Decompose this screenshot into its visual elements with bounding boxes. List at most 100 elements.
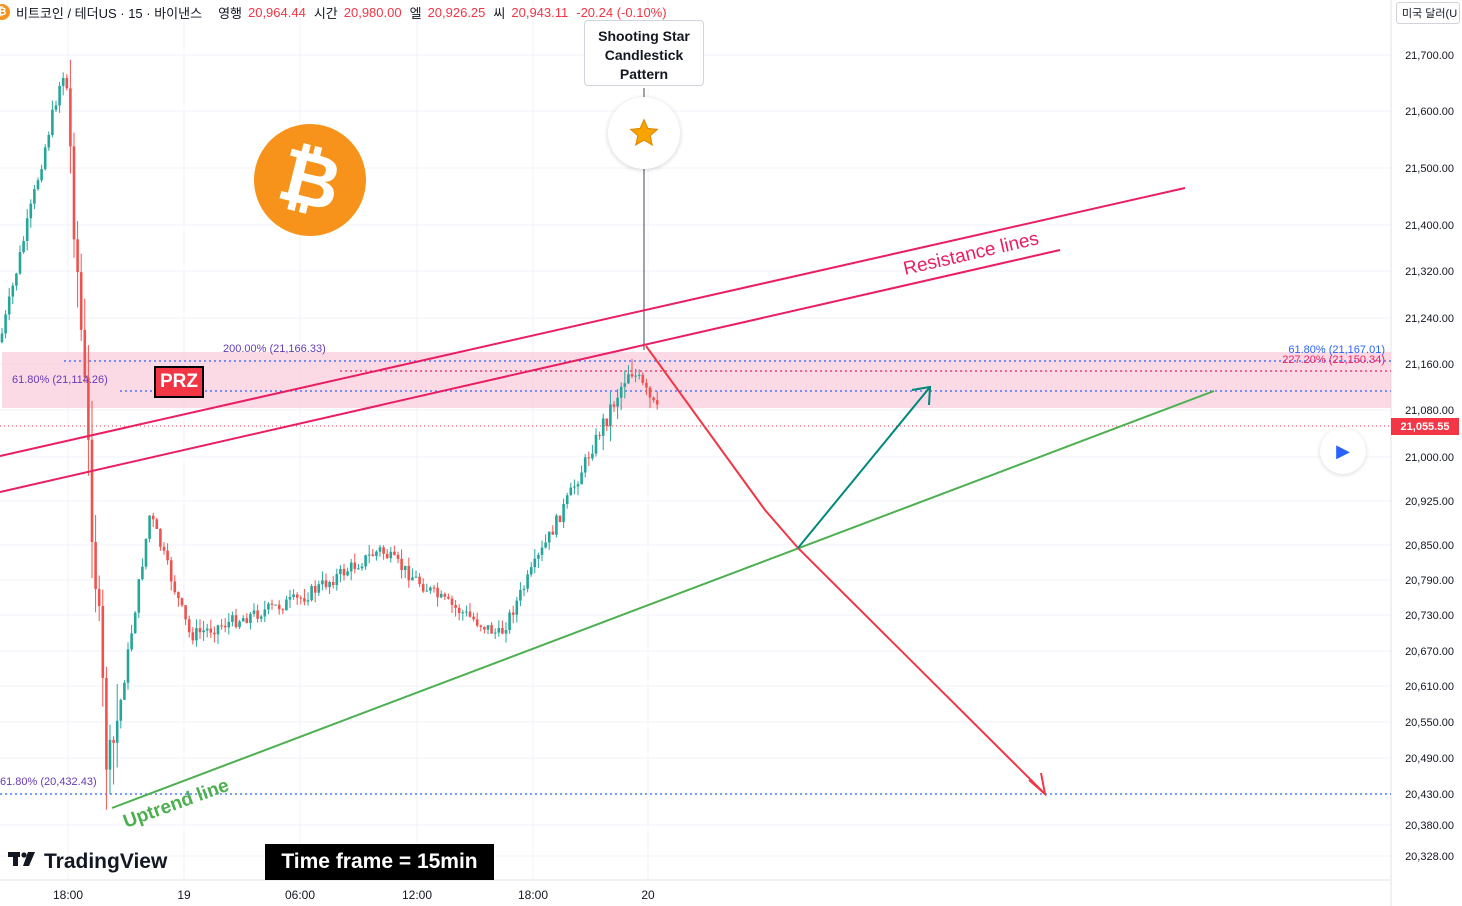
candle-body [389, 551, 393, 559]
candle-body [306, 600, 310, 602]
candle-body [105, 677, 108, 770]
tradingview-mark-icon [8, 850, 38, 874]
candle-body [450, 598, 454, 605]
candle-body [609, 404, 612, 427]
candle-body [493, 632, 497, 634]
candle-body [371, 554, 375, 556]
resistance-line-lower[interactable] [0, 249, 1061, 493]
candle-body [220, 625, 223, 627]
candle-body [227, 621, 231, 628]
time-tick-label: 18:00 [518, 888, 548, 902]
candle-body [583, 457, 587, 473]
candlestick-series [0, 59, 659, 810]
star-icon[interactable] [608, 97, 680, 169]
price-tick-label: 20,790.00 [1405, 575, 1454, 587]
candle-body [115, 720, 119, 743]
price-tick-label: 20,925.00 [1405, 496, 1454, 508]
fib-2272-right-label: 227.20% (21,150.34) [1282, 354, 1385, 366]
candle-body [331, 581, 335, 586]
candle-body [479, 625, 483, 628]
candle-body [594, 434, 598, 454]
candle-body [209, 628, 213, 633]
price-tick-label: 20,430.00 [1405, 789, 1454, 801]
candle-body [591, 453, 594, 459]
price-tick-label: 21,000.00 [1405, 452, 1454, 464]
shooting-star-callout[interactable]: Shooting Star Candlestick Pattern [584, 20, 704, 86]
open-value: 20,964.44 [247, 4, 306, 20]
candle-body [245, 618, 249, 624]
candle-body [213, 632, 216, 635]
candle-body [576, 484, 580, 487]
candle-body [529, 567, 533, 575]
candle-body [652, 397, 655, 401]
candle-body [443, 593, 447, 597]
candle-body [454, 604, 457, 608]
symbol-header: ₿ 비트코인 / 테더US · 15 · 바이낸스 영행 20,964.44 시간… [0, 0, 1390, 24]
symbol-title[interactable]: 비트코인 / 테더US · 15 · 바이낸스 [16, 5, 203, 21]
candle-body [123, 682, 126, 700]
candle-body [429, 587, 432, 591]
currency-selector[interactable]: 미국 달러(U [1396, 2, 1460, 24]
candle-body [0, 333, 4, 343]
price-tick-label: 20,328.00 [1405, 851, 1454, 863]
uptrend-line[interactable] [111, 390, 1215, 809]
candle-body [349, 562, 353, 572]
price-tick-label: 21,400.00 [1405, 220, 1454, 232]
candle-body [252, 610, 256, 614]
candle-body [72, 146, 76, 240]
candle-body [360, 566, 364, 569]
candle-body [36, 180, 40, 190]
candle-body [623, 383, 627, 387]
candle-body [490, 625, 493, 634]
candle-body [112, 739, 115, 743]
resistance-line-upper[interactable] [0, 187, 1186, 457]
candle-body [357, 568, 360, 570]
candle-body [51, 109, 54, 135]
candle-body [119, 699, 123, 721]
time-axis[interactable]: 18:00 19 06:00 12:00 18:00 20 [53, 888, 655, 902]
candle-body [216, 625, 220, 635]
open-label: 영행 [218, 5, 242, 21]
candle-body [126, 649, 130, 683]
price-axis[interactable]: 21,700.00 21,600.00 21,500.00 21,400.00 21,3… [1405, 50, 1454, 863]
tradingview-logo[interactable]: TradingView [8, 850, 167, 874]
candle-body [519, 589, 522, 601]
price-tick-label: 20,610.00 [1405, 681, 1454, 693]
candle-body [40, 169, 43, 181]
candle-body [558, 515, 562, 523]
candle-body [407, 565, 411, 581]
candle-body [439, 593, 443, 598]
candle-body [396, 554, 400, 559]
scroll-to-realtime-button[interactable]: ▶ [1320, 428, 1366, 474]
candle-body [43, 147, 47, 170]
candle-body [580, 472, 583, 485]
price-tick-label: 20,670.00 [1405, 646, 1454, 658]
candle-body [472, 616, 475, 620]
price-tick-label: 21,080.00 [1405, 405, 1454, 417]
current-price-tag: 21,055.55 [1391, 418, 1459, 435]
candle-body [569, 487, 573, 496]
candle-body [177, 592, 180, 599]
candle-body [54, 105, 58, 110]
candle-body [612, 404, 616, 407]
candle-body [25, 218, 29, 242]
candle-body [573, 486, 576, 488]
candle-body [162, 546, 166, 551]
time-tick-label: 20 [641, 888, 655, 902]
prz-label[interactable]: PRZ [154, 366, 204, 398]
candle-body [562, 504, 565, 523]
candle-body [155, 519, 159, 530]
candle-body [645, 383, 648, 388]
price-tick-label: 21,160.00 [1405, 359, 1454, 371]
candle-body [198, 628, 202, 633]
candle-body [7, 296, 11, 315]
candle-body [328, 581, 331, 588]
candle-body [47, 134, 51, 148]
candle-body [501, 628, 504, 634]
projection-down-arrow[interactable] [645, 345, 1046, 795]
projection-up-arrow[interactable] [797, 386, 931, 549]
candle-body [475, 619, 479, 626]
low-value: 20,926.25 [427, 4, 486, 20]
candle-body [195, 628, 198, 641]
